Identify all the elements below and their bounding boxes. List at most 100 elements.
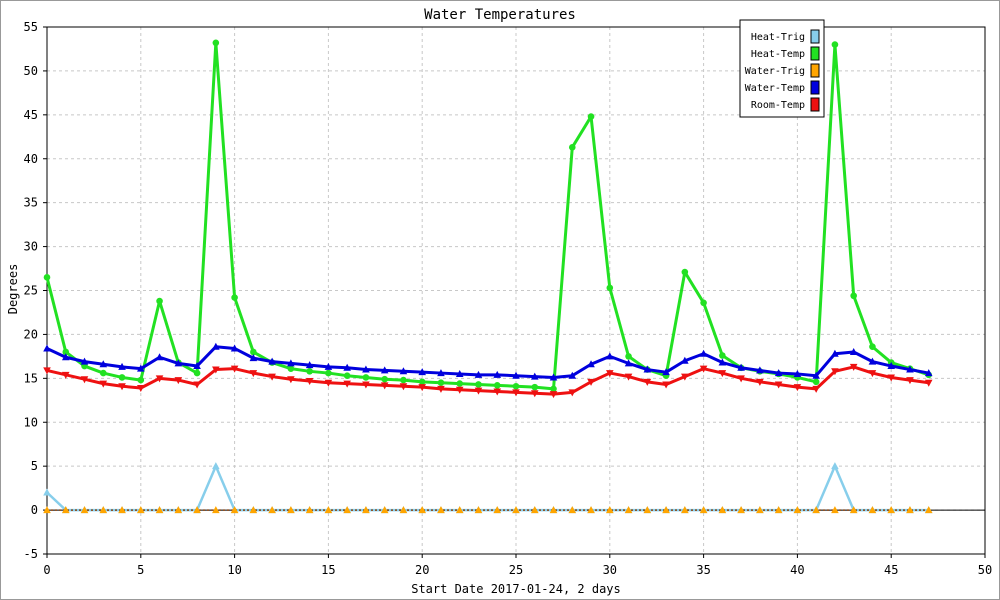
data-point-room-temp xyxy=(249,370,258,378)
data-point-heat-temp xyxy=(362,374,370,381)
x-tick-label: 25 xyxy=(509,563,523,577)
data-point-water-trig xyxy=(418,506,426,514)
data-point-water-temp xyxy=(624,359,633,367)
data-point-water-temp xyxy=(493,370,502,378)
data-point-heat-temp xyxy=(418,378,426,386)
data-point-water-trig xyxy=(906,506,914,514)
data-point-heat-temp xyxy=(625,353,632,360)
data-point-room-temp xyxy=(287,376,295,384)
y-tick-label: -5 xyxy=(24,547,38,561)
data-point-room-temp xyxy=(343,380,351,388)
data-point-water-trig xyxy=(924,506,933,514)
data-point-water-trig xyxy=(137,506,145,514)
series-group xyxy=(43,39,933,514)
x-axis-label: Start Date 2017-01-24, 2 days xyxy=(411,582,621,596)
data-point-water-trig xyxy=(362,506,370,514)
data-point-water-trig xyxy=(606,506,614,514)
data-point-room-temp xyxy=(549,391,558,399)
data-point-water-trig xyxy=(887,506,895,514)
y-tick-label: 50 xyxy=(24,64,38,78)
data-point-water-temp xyxy=(418,368,426,376)
data-point-water-trig xyxy=(268,506,276,514)
data-point-water-trig xyxy=(681,506,689,514)
data-point-room-temp xyxy=(61,371,70,379)
data-point-room-temp xyxy=(193,381,201,389)
data-point-water-trig xyxy=(43,506,51,514)
data-point-heat-temp xyxy=(99,369,107,377)
data-point-room-temp xyxy=(924,379,933,387)
data-point-water-temp xyxy=(118,362,126,370)
data-point-water-temp xyxy=(831,349,839,357)
legend-swatch-heat-trig xyxy=(810,29,820,44)
data-point-water-temp xyxy=(380,366,389,374)
data-point-room-temp xyxy=(793,384,802,392)
legend: Heat-Trig Heat-Temp Water-Trig Water-Temp Ro… xyxy=(739,19,825,118)
data-point-heat-temp xyxy=(869,343,876,351)
data-point-water-trig xyxy=(118,506,126,514)
x-tick-label: 15 xyxy=(321,563,335,577)
data-point-heat-temp xyxy=(62,348,70,356)
series-line-room-temp xyxy=(46,365,929,396)
data-point-heat-temp xyxy=(850,292,857,300)
data-point-heat-temp xyxy=(719,352,726,359)
data-point-water-trig xyxy=(99,506,108,514)
data-point-heat-temp xyxy=(493,382,501,389)
legend-swatch-room-temp xyxy=(810,97,820,112)
data-point-water-temp xyxy=(643,365,652,373)
data-point-heat-temp xyxy=(456,380,464,387)
data-point-water-temp xyxy=(774,369,783,377)
data-point-water-temp xyxy=(737,363,745,371)
y-tick-label: 40 xyxy=(24,152,38,166)
data-point-water-temp xyxy=(868,357,877,365)
data-point-room-temp xyxy=(80,376,89,384)
data-point-room-temp xyxy=(99,380,108,388)
data-point-room-temp xyxy=(399,383,408,391)
data-point-heat-temp xyxy=(231,294,238,301)
x-tick-label: 5 xyxy=(137,563,144,577)
data-point-water-trig xyxy=(230,506,239,514)
data-point-room-temp xyxy=(174,377,183,385)
data-point-water-trig xyxy=(437,506,445,514)
y-tick-label: 0 xyxy=(31,503,38,517)
data-point-room-temp xyxy=(230,365,239,373)
data-point-room-temp xyxy=(662,381,670,389)
y-tick-label: 20 xyxy=(24,327,38,341)
data-point-water-trig xyxy=(849,506,858,514)
data-point-heat-temp xyxy=(212,39,220,47)
data-point-water-temp xyxy=(849,347,858,355)
data-point-water-trig xyxy=(80,506,89,514)
data-point-water-temp xyxy=(455,369,464,377)
data-point-heat-trig xyxy=(43,488,51,496)
data-point-water-temp xyxy=(324,362,333,370)
data-point-heat-temp xyxy=(531,383,539,391)
y-tick-label: 45 xyxy=(24,108,38,122)
data-point-water-temp xyxy=(174,359,183,367)
legend-swatch-water-temp xyxy=(810,80,820,95)
data-point-heat-temp xyxy=(137,376,145,384)
x-tick-label: 35 xyxy=(696,563,710,577)
data-point-water-temp xyxy=(230,344,239,352)
data-point-water-temp xyxy=(512,371,520,379)
data-point-heat-temp xyxy=(475,381,482,388)
data-point-heat-temp xyxy=(512,382,520,390)
data-point-heat-temp xyxy=(400,376,407,384)
data-point-water-trig xyxy=(174,506,183,514)
data-point-water-trig xyxy=(343,506,351,514)
data-point-water-trig xyxy=(193,506,201,514)
data-point-water-temp xyxy=(699,349,708,357)
data-point-heat-trig xyxy=(212,462,220,470)
data-point-heat-trig xyxy=(831,462,839,470)
data-point-water-temp xyxy=(568,371,577,379)
data-point-room-temp xyxy=(118,383,126,391)
data-point-heat-temp xyxy=(700,299,707,307)
data-point-heat-temp xyxy=(306,368,313,375)
legend-label-water-trig: Water-Trig xyxy=(745,66,805,77)
data-point-water-temp xyxy=(756,366,764,374)
data-point-water-trig xyxy=(812,506,820,514)
data-point-room-temp xyxy=(362,381,370,389)
x-tick-label: 30 xyxy=(603,563,617,577)
data-point-water-temp xyxy=(137,364,145,372)
data-point-heat-temp xyxy=(381,375,388,383)
data-point-heat-temp xyxy=(325,369,332,377)
data-point-water-trig xyxy=(793,506,802,514)
